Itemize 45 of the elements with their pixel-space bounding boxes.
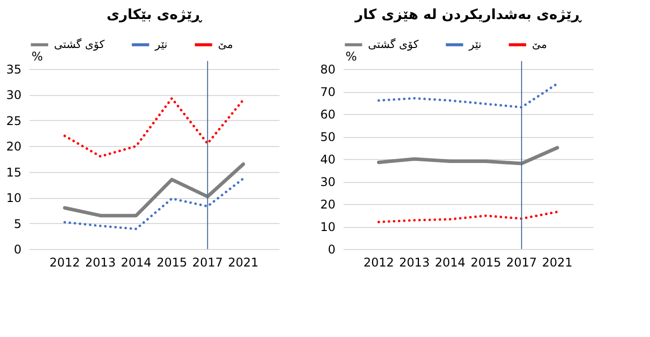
x-tick-label: 2013: [399, 256, 430, 270]
chart-title: ڕێژەی بەشداریکردن لە هێزی کار: [354, 7, 582, 23]
x-tick-label: 2021: [228, 256, 259, 270]
legend-label: نێر: [468, 38, 482, 51]
y-axis-title: %: [346, 50, 357, 64]
x-tick-label: 2012: [363, 256, 394, 270]
y-tick-label: 20: [6, 140, 22, 154]
y-tick-label: 0: [14, 242, 22, 256]
y-tick-label: 5: [14, 216, 22, 231]
legend-label: کۆی گشتی: [54, 38, 106, 51]
y-tick-label: 10: [320, 220, 336, 234]
y-tick-label: 10: [6, 191, 22, 206]
y-tick-label: 35: [6, 62, 22, 76]
y-tick-label: 40: [320, 152, 336, 166]
x-tick-label: 2021: [542, 256, 573, 270]
chart-title: ڕێژەی بێکاری: [106, 7, 203, 23]
legend-label: مێ: [532, 38, 548, 51]
y-tick-label: 25: [6, 114, 22, 128]
x-tick-label: 2012: [49, 256, 80, 270]
y-tick-label: 70: [320, 85, 336, 99]
legend-label: نێر: [154, 38, 168, 51]
y-axis-title: %: [32, 50, 43, 64]
y-tick-label: 30: [320, 175, 336, 189]
line-series: [62, 162, 246, 218]
line-series: [63, 97, 245, 158]
x-tick-label: 2017: [192, 256, 223, 270]
line-series: [377, 82, 559, 108]
y-tick-label: 30: [6, 88, 22, 102]
y-tick-label: 80: [320, 62, 336, 76]
line-series: [376, 146, 560, 166]
line-series: [63, 177, 245, 230]
y-tick-label: 0: [328, 242, 336, 256]
legend-label: کۆی گشتی: [368, 38, 420, 51]
x-tick-label: 2015: [156, 256, 188, 270]
x-tick-label: 2013: [85, 256, 116, 270]
x-tick-label: 2014: [434, 256, 466, 270]
line-series: [377, 210, 559, 224]
x-tick-label: 2014: [120, 256, 152, 270]
x-tick-label: 2015: [470, 256, 502, 270]
y-tick-label: 60: [320, 108, 336, 122]
y-tick-label: 50: [320, 130, 336, 144]
legend-label: مێ: [218, 38, 234, 51]
y-tick-label: 15: [6, 165, 22, 180]
x-tick-label: 2017: [506, 256, 537, 270]
y-tick-label: 20: [320, 198, 336, 212]
